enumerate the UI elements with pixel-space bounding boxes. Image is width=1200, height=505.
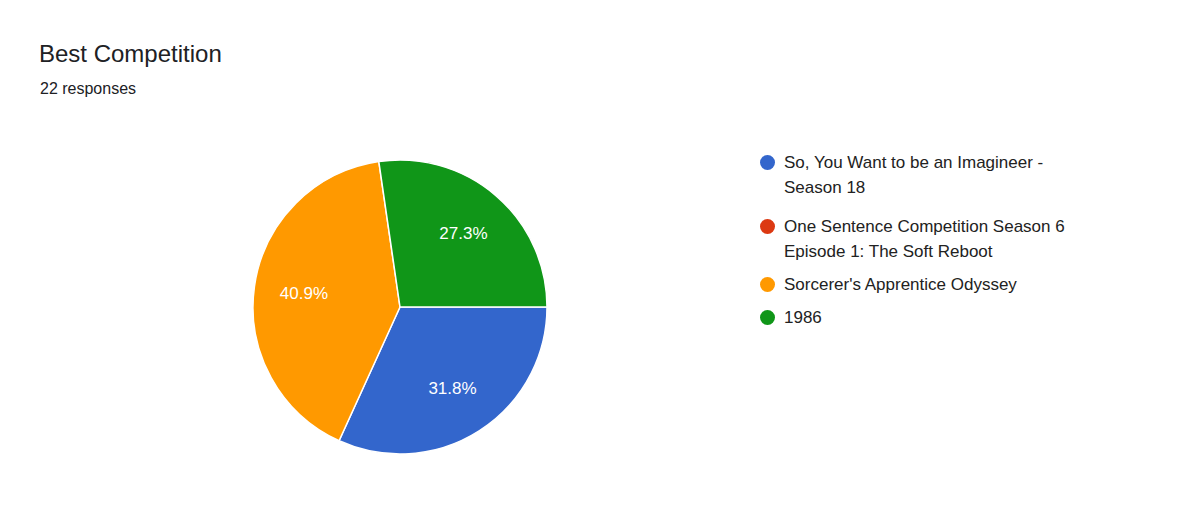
html-text:One Sentence Competition Seaso: One Sentence Competition Season 6 Episod… [784, 217, 1065, 261]
svg-text:40.9%: 40.9% [280, 284, 328, 303]
html-text:22 responses: 22 responses [40, 80, 137, 97]
html-text:So, You Want to be an Imaginee: So, You Want to be an Imagineer - Season… [784, 153, 1044, 197]
svg-text:31.8%: 31.8% [428, 379, 476, 398]
html-text:Best Competition: Best Competition [39, 40, 222, 67]
html-text:Sorcerer's Apprentice Odyssey: Sorcerer's Apprentice Odyssey [784, 275, 1017, 294]
svg-text:27.3%: 27.3% [439, 224, 487, 243]
html-text:1986: 1986 [784, 308, 822, 327]
